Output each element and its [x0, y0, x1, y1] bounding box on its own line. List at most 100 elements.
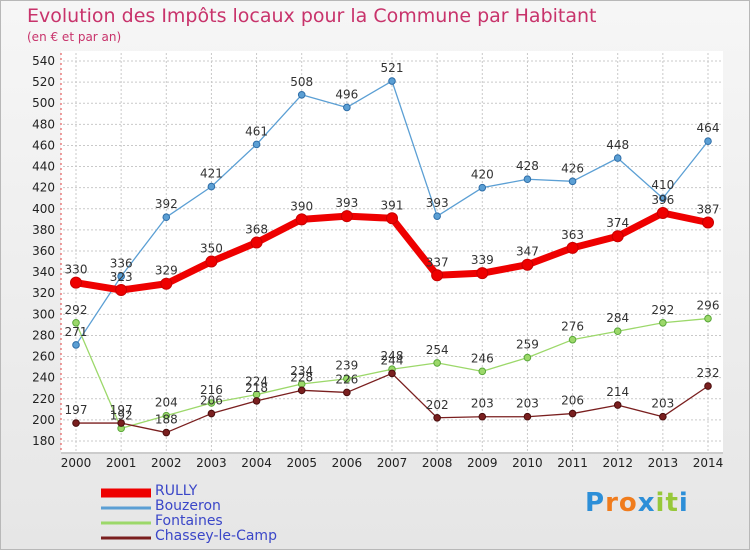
data-point: [205, 255, 218, 268]
data-point: [568, 409, 577, 418]
data-point: [386, 212, 398, 225]
series-rully: [70, 207, 714, 297]
data-label: 232: [697, 366, 720, 380]
x-tick-label: 2003: [196, 456, 227, 470]
data-point: [388, 369, 396, 378]
data-label: 292: [65, 303, 88, 317]
data-label: 296: [697, 299, 720, 313]
x-tick-label: 2001: [106, 456, 137, 470]
data-point: [343, 103, 351, 112]
data-labels-chassey-le-camp: 197 197 188 206 218 228 226 244 202 203 203 206 214 2…: [65, 353, 720, 426]
x-tick-label: 2008: [422, 456, 453, 470]
data-label: 197: [65, 403, 88, 417]
logo-letter: r: [605, 488, 619, 518]
data-label: 464: [697, 121, 720, 135]
y-tick-label: 520: [32, 75, 55, 89]
data-point: [160, 277, 173, 290]
data-label: 508: [290, 75, 313, 89]
legend-label-bouzeron: Bouzeron: [155, 498, 221, 514]
data-label: 271: [65, 325, 88, 339]
series-chassey-le-camp: [72, 369, 712, 437]
data-label: 292: [651, 303, 674, 317]
data-point: [252, 397, 261, 405]
y-tick-label: 380: [32, 223, 55, 237]
data-label: 276: [561, 320, 584, 334]
data-label: 254: [426, 343, 449, 357]
data-label: 226: [335, 372, 358, 386]
data-point: [656, 207, 669, 219]
x-tick-label: 2011: [557, 456, 588, 470]
data-label: 428: [516, 159, 539, 173]
data-labels-rully: 330 323 329 350 368 390 393 391 337 339 347 363 374 3…: [65, 193, 720, 284]
x-tick-label: 2005: [286, 456, 317, 470]
data-point: [523, 353, 532, 362]
y-tick-label: 180: [32, 434, 55, 448]
data-point: [340, 210, 353, 223]
logo-letter: t: [665, 488, 679, 518]
data-point: [613, 401, 622, 409]
data-point: [162, 411, 171, 420]
data-label: 496: [335, 87, 358, 101]
data-label: 393: [335, 196, 358, 210]
x-tick-label: 2010: [512, 456, 543, 470]
data-label: 337: [426, 255, 449, 269]
data-point: [295, 213, 308, 226]
data-point: [476, 267, 489, 280]
legend-label-rully: RULLY: [155, 483, 198, 499]
chart-title: Evolution des Impôts locaux pour la Comm…: [27, 5, 597, 27]
data-label: 374: [606, 216, 629, 230]
data-label: 197: [110, 403, 133, 417]
data-point: [659, 318, 667, 327]
data-point: [521, 258, 534, 271]
data-label: 204: [155, 396, 178, 410]
data-label: 228: [290, 370, 313, 384]
data-point: [566, 241, 579, 254]
series-fontaines: [72, 314, 712, 433]
logo-letter: i: [678, 488, 689, 518]
data-point: [704, 137, 712, 146]
data-label: 244: [381, 353, 404, 367]
data-point: [478, 367, 487, 376]
legend-swatch-chassey: [101, 530, 151, 545]
x-tick-label: 2013: [648, 456, 679, 470]
data-point: [70, 276, 82, 289]
data-point: [297, 386, 306, 395]
data-label: 203: [651, 397, 674, 411]
data-point: [72, 318, 80, 327]
y-tick-label: 400: [32, 202, 55, 216]
logo-letter: P: [585, 488, 606, 518]
logo-letter: i: [655, 488, 666, 518]
data-point: [433, 212, 441, 220]
data-label: 521: [381, 61, 404, 75]
x-tick-label: 2012: [602, 456, 633, 470]
data-label: 410: [651, 178, 674, 192]
data-point: [162, 213, 171, 222]
data-point: [523, 412, 532, 421]
data-point: [297, 90, 306, 99]
y-tick-label: 420: [32, 181, 55, 195]
y-tick-label: 300: [32, 307, 55, 321]
x-tick-label: 2009: [467, 456, 498, 470]
data-point: [611, 230, 624, 243]
data-label: 216: [200, 383, 223, 397]
data-point: [388, 77, 396, 85]
proxiti-logo: Proxiti: [585, 488, 689, 518]
data-label: 224: [245, 375, 268, 389]
y-tick-label: 440: [32, 160, 55, 174]
data-point: [433, 413, 441, 422]
data-label: 284: [606, 311, 629, 325]
x-tick-label: 2004: [241, 456, 272, 470]
series-bouzeron: [72, 77, 712, 349]
data-label: 329: [155, 264, 178, 278]
y-tick-label: 320: [32, 286, 55, 300]
y-tick-label: 280: [32, 328, 55, 342]
legend-label-chassey: Chassey-le-Camp: [155, 528, 277, 544]
data-label: 323: [110, 270, 133, 284]
y-tick-label: 340: [32, 265, 55, 279]
data-point: [250, 236, 263, 249]
y-tick-label: 360: [32, 244, 55, 258]
logo-letter: x: [637, 488, 656, 518]
data-label: 347: [516, 245, 539, 259]
